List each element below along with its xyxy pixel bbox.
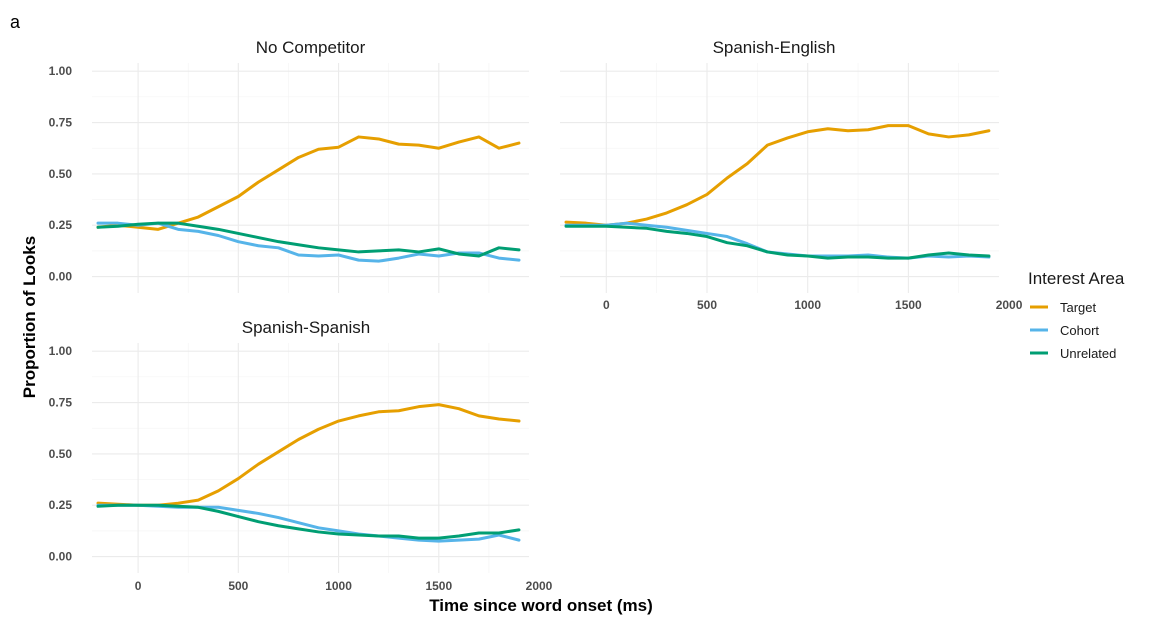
- panel-no-competitor: No Competitor 0.00 0.25 0.50 0.75 1.00: [49, 38, 529, 293]
- x-tick-label: 0: [603, 298, 610, 312]
- legend: Interest Area Target Cohort Unrelated: [1028, 269, 1125, 361]
- panel-title: No Competitor: [256, 38, 366, 57]
- y-tick-label: 0.50: [49, 447, 73, 461]
- legend-entries: Target Cohort Unrelated: [1030, 300, 1116, 361]
- y-tick-label: 0.00: [49, 550, 73, 564]
- x-tick-label: 2000: [526, 579, 553, 593]
- y-tick-labels: 0.00 0.25 0.50 0.75 1.00: [49, 344, 73, 563]
- y-axis-title: Proportion of Looks: [20, 236, 39, 398]
- legend-label-cohort: Cohort: [1060, 323, 1099, 338]
- panel-title: Spanish-Spanish: [242, 318, 371, 337]
- x-tick-labels: 0 500 1000 1500 2000: [603, 298, 1023, 312]
- x-tick-label: 500: [697, 298, 717, 312]
- x-tick-label: 1500: [895, 298, 922, 312]
- x-tick-label: 1000: [325, 579, 352, 593]
- x-tick-label: 1500: [425, 579, 452, 593]
- legend-title: Interest Area: [1028, 269, 1125, 288]
- panel-grid: [92, 63, 529, 293]
- series-lines: [96, 403, 521, 543]
- panel-spanish-english: Spanish-English 0 500 1000 1500 2000: [560, 38, 1023, 312]
- y-tick-label: 1.00: [49, 64, 73, 78]
- series-line-target: [96, 403, 521, 507]
- panel-title: Spanish-English: [713, 38, 836, 57]
- x-tick-label: 0: [135, 579, 142, 593]
- series-line-unrelated: [564, 224, 991, 260]
- y-tick-label: 0.00: [49, 270, 73, 284]
- x-tick-label: 500: [228, 579, 248, 593]
- figure-tag-label: a: [10, 12, 21, 32]
- series-line-target: [564, 124, 991, 227]
- panel-spanish-spanish: Spanish-Spanish 0.00 0.25 0.50 0.75 1.00 0 50…: [49, 318, 553, 593]
- x-tick-labels: 0 500 1000 1500 2000: [135, 579, 553, 593]
- x-tick-label: 2000: [996, 298, 1023, 312]
- legend-label-unrelated: Unrelated: [1060, 346, 1116, 361]
- series-lines: [96, 135, 521, 263]
- y-tick-label: 0.50: [49, 167, 73, 181]
- y-tick-label: 0.25: [49, 218, 73, 232]
- y-tick-label: 0.75: [49, 396, 73, 410]
- x-tick-label: 1000: [794, 298, 821, 312]
- y-tick-label: 1.00: [49, 344, 73, 358]
- series-line-unrelated: [96, 503, 521, 540]
- y-tick-label: 0.25: [49, 498, 73, 512]
- series-line-unrelated: [96, 221, 521, 258]
- series-lines: [564, 124, 991, 260]
- series-line-cohort: [96, 221, 521, 263]
- y-tick-labels: 0.00 0.25 0.50 0.75 1.00: [49, 64, 73, 283]
- legend-label-target: Target: [1060, 300, 1097, 315]
- y-tick-label: 0.75: [49, 116, 73, 130]
- x-axis-title: Time since word onset (ms): [429, 596, 653, 615]
